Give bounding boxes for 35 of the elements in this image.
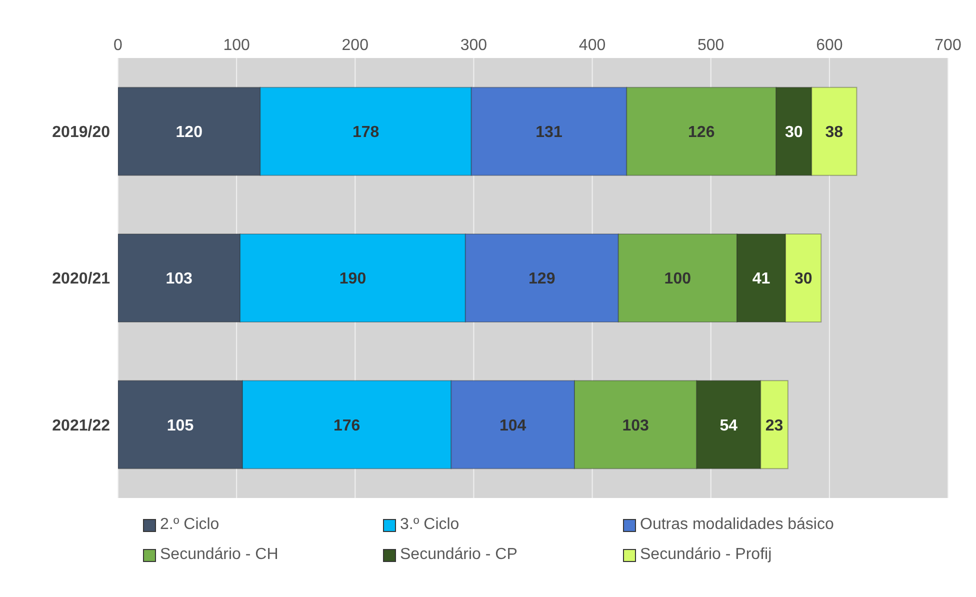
data-label: 54 bbox=[720, 417, 738, 434]
legend-label: Outras modalidades básico bbox=[640, 516, 834, 534]
x-tick-label: 600 bbox=[816, 37, 843, 54]
legend-label: 2.º Ciclo bbox=[160, 516, 220, 534]
data-label: 104 bbox=[499, 417, 526, 434]
legend-label: 3.º Ciclo bbox=[400, 516, 460, 534]
legend-label: Secundário - CH bbox=[160, 546, 278, 564]
data-label: 178 bbox=[352, 124, 380, 142]
x-tick-label: 100 bbox=[223, 37, 250, 54]
data-label: 103 bbox=[166, 270, 193, 288]
x-tick-label: 300 bbox=[460, 37, 488, 54]
data-label: 129 bbox=[528, 270, 556, 288]
y-tick-label: 2020/21 bbox=[52, 270, 110, 288]
data-label: 131 bbox=[536, 124, 562, 142]
data-label: 30 bbox=[784, 124, 803, 142]
data-label: 126 bbox=[688, 124, 715, 142]
x-tick-label: 200 bbox=[342, 37, 369, 54]
x-tick-label: 500 bbox=[698, 37, 724, 54]
x-tick-label: 400 bbox=[578, 37, 606, 54]
data-label: 41 bbox=[752, 270, 770, 288]
x-tick-label: 700 bbox=[934, 37, 962, 54]
data-label: 23 bbox=[765, 417, 784, 434]
data-label: 105 bbox=[166, 417, 194, 434]
y-tick-label: 2019/20 bbox=[52, 124, 110, 142]
legend-label: Secundário - CP bbox=[400, 546, 518, 564]
data-label: 190 bbox=[339, 270, 366, 288]
data-label: 103 bbox=[622, 417, 650, 434]
data-label: 30 bbox=[794, 270, 812, 288]
y-tick-label: 2021/22 bbox=[52, 417, 110, 434]
x-tick-label: 0 bbox=[114, 37, 123, 54]
data-label: 100 bbox=[664, 270, 692, 288]
data-label: 38 bbox=[825, 124, 844, 142]
legend-label: Secundário - Profij bbox=[640, 546, 772, 564]
data-label: 176 bbox=[333, 417, 360, 434]
data-label: 120 bbox=[176, 124, 203, 142]
